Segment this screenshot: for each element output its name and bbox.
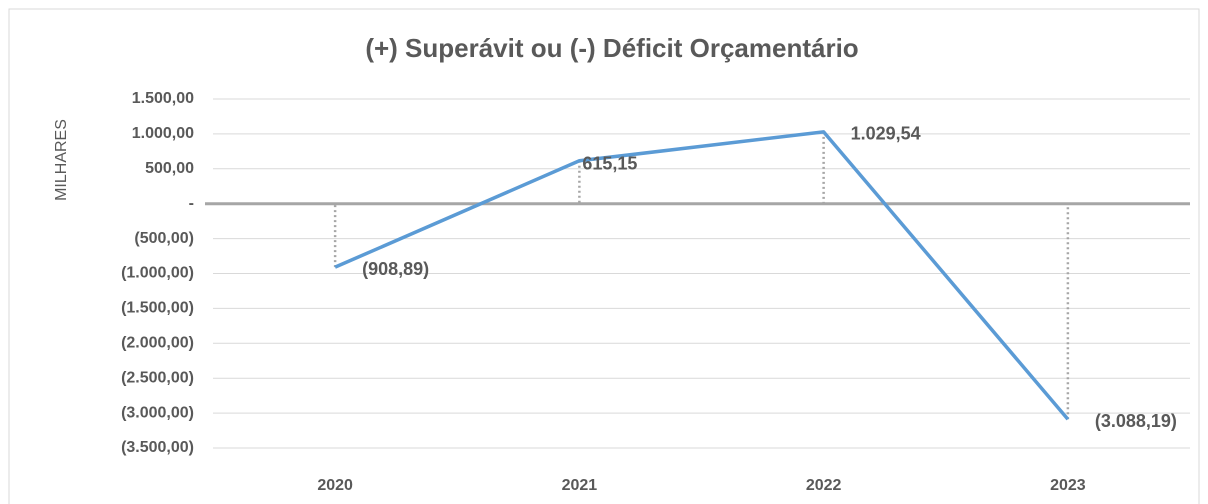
y-tick-label: 500,00: [145, 160, 194, 177]
series-line: [334, 130, 1070, 421]
data-label: (3.088,19): [1095, 411, 1177, 431]
y-tick-label: -: [189, 195, 194, 212]
y-tick-label: (1.500,00): [121, 300, 194, 317]
y-tick-label: (3.500,00): [121, 439, 194, 456]
x-tick-label: 2023: [1050, 477, 1086, 494]
y-tick-label: (3.000,00): [121, 404, 194, 421]
x-tick-label: 2020: [317, 477, 353, 494]
x-tick-label: 2021: [562, 477, 598, 494]
x-tick-label: 2022: [806, 477, 842, 494]
data-label: (908,89): [362, 259, 429, 279]
chart-title: (+) Superávit ou (-) Déficit Orçamentári…: [365, 33, 858, 63]
chart-frame: [8, 8, 1200, 504]
y-tick-label: 1.000,00: [132, 125, 194, 142]
y-tick-label: (500,00): [134, 230, 194, 247]
data-label: 1.029,54: [851, 124, 921, 144]
y-axis-label: MILHARES: [53, 119, 70, 201]
y-tick-label: 1.500,00: [132, 90, 194, 107]
data-label: 615,15: [582, 154, 637, 174]
y-tick-label: (2.500,00): [121, 369, 194, 386]
y-tick-label: (1.000,00): [121, 265, 194, 282]
y-tick-label: (2.000,00): [121, 335, 194, 352]
